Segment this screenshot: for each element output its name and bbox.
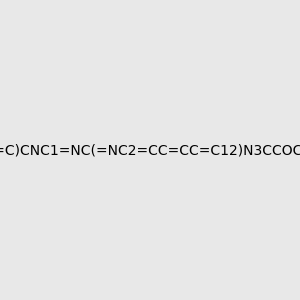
Text: C(=C)CNC1=NC(=NC2=CC=CC=C12)N3CCOCC3: C(=C)CNC1=NC(=NC2=CC=CC=C12)N3CCOCC3: [0, 143, 300, 157]
